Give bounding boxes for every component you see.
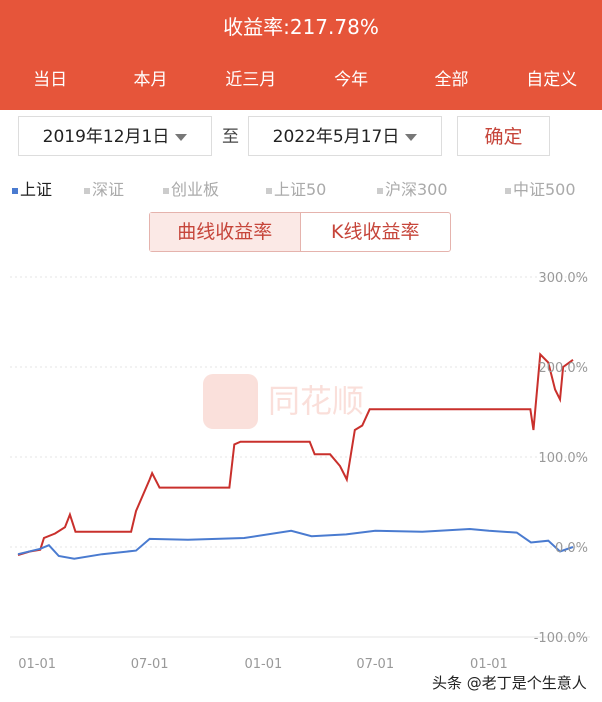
x-tick-label: 07-01	[356, 657, 394, 672]
period-tabs: 当日 本月 近三月 今年 全部 自定义	[0, 55, 602, 105]
end-date-value: 2022年5月17日	[272, 127, 400, 147]
kline-return-button[interactable]: K线收益率	[331, 221, 420, 243]
y-tick-label: 0.0%	[555, 541, 588, 556]
x-tick-label: 07-01	[131, 657, 169, 672]
page-title: 收益率:217.78%	[223, 15, 379, 39]
chevron-down-icon	[175, 133, 188, 141]
return-chart: 同花顺 300.0% 200.0% 100.0% 0.0% -100.0% 01-01 07…	[10, 271, 590, 672]
portfolio-return-line	[17, 352, 574, 557]
date-range: 2019年12月1日 至 2022年5月17日 确定	[0, 116, 602, 160]
square-icon	[163, 187, 169, 194]
y-tick-label: -100.0%	[534, 631, 588, 646]
legend-shanghai[interactable]: 上证	[12, 176, 52, 200]
y-tick-label: 300.0%	[538, 271, 588, 286]
legend-shenzhen[interactable]: 深证	[84, 176, 124, 200]
tab-year[interactable]: 今年	[334, 70, 369, 90]
chevron-down-icon	[405, 133, 418, 141]
x-tick-label: 01-01	[18, 657, 56, 672]
x-tick-label: 01-01	[244, 657, 282, 672]
square-icon	[84, 187, 90, 194]
legend-chinext[interactable]: 创业板	[163, 176, 219, 200]
watermark: 头条 @老丁是个生意人	[432, 674, 587, 692]
square-icon	[266, 187, 272, 194]
square-icon	[505, 187, 511, 194]
y-tick-label: 100.0%	[538, 451, 588, 466]
legend-csi300[interactable]: 沪深300	[377, 176, 448, 200]
square-icon	[12, 187, 18, 194]
start-date-value: 2019年12月1日	[42, 127, 170, 147]
start-date-select[interactable]: 2019年12月1日	[18, 116, 212, 156]
tab-month[interactable]: 本月	[133, 70, 168, 90]
chart-mode-toggle: 曲线收益率 K线收益率	[149, 212, 451, 252]
square-icon	[377, 187, 383, 194]
range-separator: 至	[222, 127, 239, 147]
index-return-line	[17, 527, 574, 560]
y-tick-label: 200.0%	[538, 361, 588, 376]
x-tick-label: 01-01	[470, 657, 508, 672]
confirm-button[interactable]: 确定	[457, 116, 550, 156]
tab-3months[interactable]: 近三月	[225, 70, 277, 90]
end-date-select[interactable]: 2022年5月17日	[248, 116, 442, 156]
tab-custom[interactable]: 自定义	[526, 70, 578, 90]
tab-today[interactable]: 当日	[33, 70, 68, 90]
svg-text:同花顺: 同花顺	[268, 382, 364, 420]
tab-all[interactable]: 全部	[434, 70, 469, 90]
logo-watermark: 同花顺	[203, 374, 364, 429]
curve-return-button[interactable]: 曲线收益率	[150, 213, 301, 251]
header: 收益率:217.78% 当日 本月 近三月 今年 全部 自定义	[0, 0, 602, 110]
legend-csi500[interactable]: 中证500	[505, 176, 576, 200]
legend-sse50[interactable]: 上证50	[266, 176, 326, 200]
